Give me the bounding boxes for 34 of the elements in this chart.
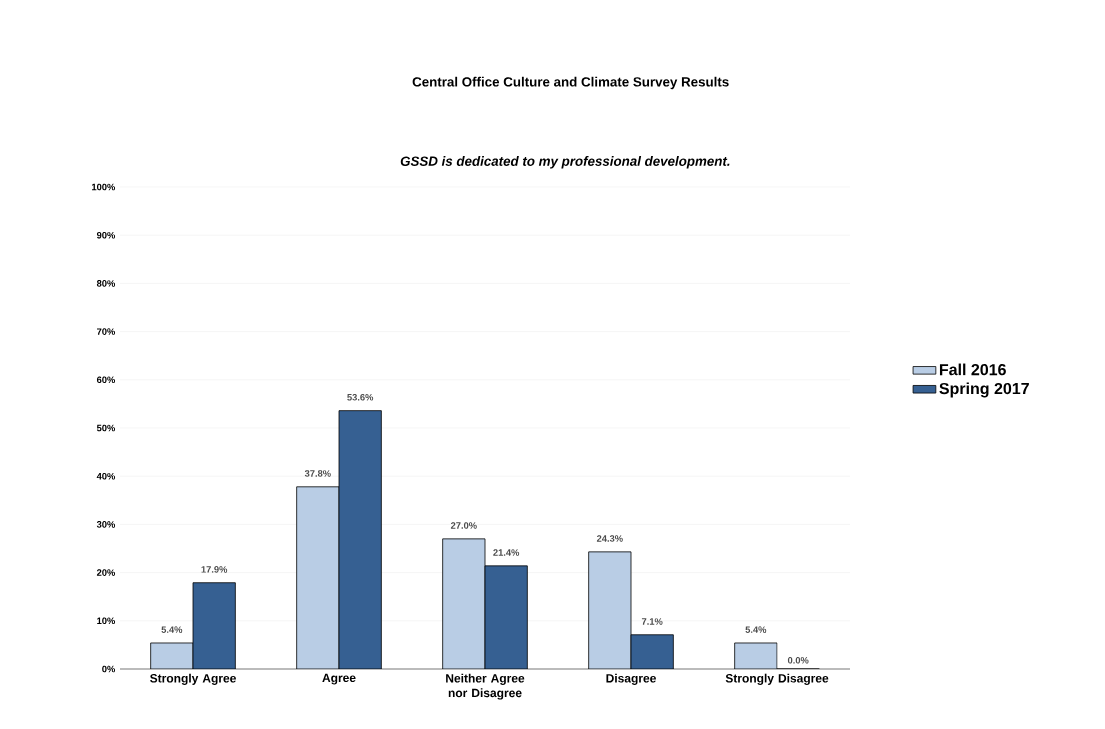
data-label: 17.9%: [201, 566, 228, 573]
x-tick-label: Agree: [322, 673, 356, 685]
x-tick-label: Strongly Agree: [150, 673, 236, 685]
y-tick-label: 0%: [102, 665, 116, 673]
y-tick-label: 100%: [92, 183, 116, 191]
data-label: 5.4%: [745, 626, 767, 633]
chart-title: Central Office Culture and Climate Survey Results: [412, 76, 729, 90]
legend-label: Fall 2016: [939, 363, 1006, 376]
x-tick-label: Disagree: [606, 673, 656, 685]
data-label: 24.3%: [596, 535, 623, 542]
data-label: 27.0%: [450, 522, 477, 529]
data-label: 0.0%: [787, 657, 809, 664]
y-tick-label: 70%: [97, 328, 116, 335]
bar: [338, 410, 382, 669]
y-tick-label: 10%: [97, 617, 116, 625]
chart-subtitle: GSSD is dedicated to my professional development.: [400, 156, 730, 169]
y-tick-label: 30%: [96, 521, 116, 528]
x-tick-label: Strongly Disagree: [725, 673, 829, 685]
data-label: 53.6%: [347, 393, 374, 401]
data-label: 7.1%: [641, 618, 663, 625]
bar: [630, 634, 674, 669]
y-tick-label: 60%: [96, 376, 116, 384]
data-label: 37.8%: [304, 470, 331, 477]
bar: [192, 582, 236, 669]
legend-label: Spring 2017: [939, 382, 1029, 398]
y-tick-label: 80%: [96, 280, 116, 287]
bar: [484, 565, 528, 669]
y-tick-label: 90%: [96, 231, 116, 239]
y-tick-label: 20%: [96, 569, 116, 576]
y-tick-label: 40%: [96, 472, 116, 480]
y-tick-label: 50%: [96, 424, 116, 432]
data-label: 21.4%: [493, 549, 520, 556]
data-label: 5.4%: [161, 626, 183, 633]
x-tick-label: Neither Agree nor Disagree: [446, 673, 525, 700]
